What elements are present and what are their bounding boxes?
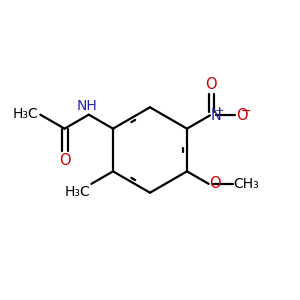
Text: −: − <box>240 105 251 118</box>
Text: NH: NH <box>77 100 98 113</box>
Text: H₃C: H₃C <box>12 107 38 121</box>
Text: H₃C: H₃C <box>65 185 91 199</box>
Text: O: O <box>209 176 221 191</box>
Text: O: O <box>206 77 217 92</box>
Text: N: N <box>211 108 221 123</box>
Text: CH₃: CH₃ <box>234 177 260 191</box>
Text: O: O <box>59 153 70 168</box>
Text: O: O <box>236 108 248 123</box>
Text: +: + <box>215 106 225 116</box>
